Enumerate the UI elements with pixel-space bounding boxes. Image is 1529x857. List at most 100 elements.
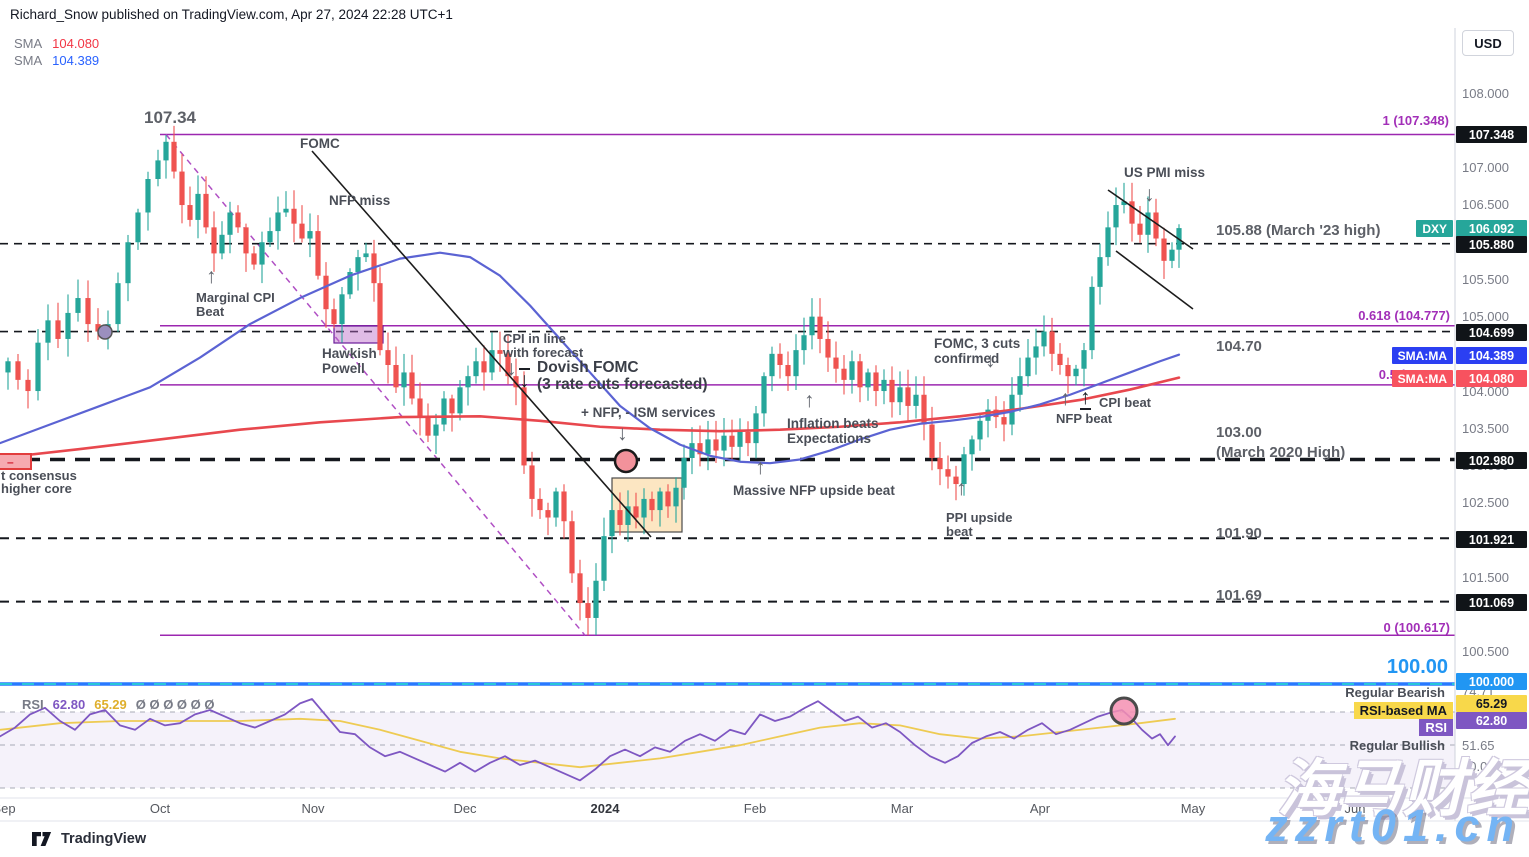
candle-body — [347, 272, 353, 295]
candle-body — [497, 350, 503, 354]
candle-body — [441, 398, 447, 425]
candle-body — [1065, 365, 1071, 377]
candle-body — [15, 361, 21, 380]
candle-body — [25, 379, 31, 392]
fib-diagonal — [165, 134, 586, 636]
candle-body — [817, 316, 823, 339]
sma-50-legend-row: SMA 104.389 — [14, 52, 99, 69]
candle-body — [713, 439, 719, 451]
left-price-marker-dash: – — [7, 454, 14, 469]
candle-body — [187, 205, 193, 220]
candle-body — [769, 353, 775, 377]
candle-body — [125, 242, 131, 284]
candle-body — [171, 141, 177, 172]
candle-body — [363, 253, 369, 258]
candle-body — [1121, 201, 1127, 206]
candle-body — [833, 357, 839, 369]
candle-body — [1081, 350, 1087, 369]
candle-body — [211, 227, 217, 254]
candle-body — [1097, 257, 1103, 287]
candle-body — [681, 458, 687, 488]
tradingview-brand[interactable]: TradingView — [32, 831, 146, 847]
left-annotation-clipped: t consensus higher core — [1, 468, 77, 496]
candle-body — [1041, 331, 1047, 347]
candle-body — [433, 424, 439, 436]
candle-body — [1033, 346, 1039, 358]
candle-body — [625, 506, 631, 525]
event-circle-marker — [97, 324, 113, 340]
candle-body — [825, 338, 831, 358]
currency-button[interactable]: USD — [1462, 30, 1514, 56]
candle-body — [545, 510, 551, 518]
candle-body — [179, 171, 185, 206]
rsi-ma-value: 65.29 — [94, 697, 127, 712]
candle-body — [881, 379, 887, 392]
candle-body — [275, 212, 281, 232]
candle-body — [705, 439, 711, 455]
candle-body — [953, 476, 959, 485]
publish-title: Richard_Snow published on TradingView.co… — [10, 7, 453, 22]
candle-body — [1089, 286, 1095, 351]
candle-body — [465, 376, 471, 388]
candle-body — [35, 342, 41, 392]
candle-body — [251, 253, 257, 265]
candle-body — [1129, 201, 1135, 224]
candle-body — [95, 324, 101, 332]
candle-body — [307, 231, 313, 239]
candle-body — [873, 372, 879, 392]
candle-body — [235, 212, 241, 228]
candle-body — [961, 454, 967, 485]
candle-body — [593, 580, 599, 618]
rsi-band — [0, 712, 1455, 788]
candle-body — [945, 469, 951, 477]
candle-body — [729, 435, 735, 447]
rsi-ma-line — [0, 717, 1176, 769]
candle-body — [569, 521, 575, 574]
candle-body — [657, 491, 663, 511]
candle-body — [227, 212, 233, 235]
candle-body — [641, 498, 647, 518]
trendline — [1107, 189, 1194, 250]
indicator-legend[interactable]: SMA 104.080 SMA 104.389 — [14, 35, 99, 69]
rsi-legend[interactable]: RSI 62.80 65.29 Ø Ø Ø Ø Ø Ø — [22, 697, 215, 712]
candle-body — [1057, 353, 1063, 365]
trendline — [311, 150, 652, 538]
candle-body — [331, 309, 337, 325]
candle-body — [849, 361, 855, 380]
candle-body — [745, 431, 751, 444]
candle-body — [761, 376, 767, 414]
candle-body — [737, 431, 743, 447]
candle-body — [489, 350, 495, 373]
candle-body — [809, 316, 815, 336]
candle-body — [601, 536, 607, 581]
sma-50-value: 104.389 — [52, 53, 100, 68]
tradingview-brand-text: TradingView — [61, 831, 147, 847]
candle-body — [115, 283, 121, 325]
candle-body — [219, 234, 225, 254]
candle-body — [897, 387, 903, 403]
candle-body — [377, 283, 383, 351]
candle-body — [291, 208, 297, 224]
candle-body — [425, 417, 431, 436]
event-circle-marker — [1109, 696, 1139, 726]
rsi-value: 62.80 — [52, 697, 86, 712]
candle-body — [55, 320, 61, 339]
candle-body — [801, 335, 807, 351]
candle-body — [921, 394, 927, 425]
candle-body — [585, 603, 591, 618]
candle-body — [1161, 238, 1167, 261]
candle-body — [865, 372, 871, 388]
candle-body — [1073, 368, 1079, 377]
candle-body — [721, 435, 727, 451]
candle-body — [163, 141, 169, 161]
candle-body — [1025, 357, 1031, 377]
candle-body — [521, 387, 527, 466]
candle-body — [145, 179, 151, 213]
left-price-marker: – — [0, 453, 32, 470]
tradingview-logo-icon — [32, 832, 52, 846]
sma-200-value: 104.080 — [52, 36, 100, 51]
candle-body — [449, 398, 455, 414]
candle-body — [385, 350, 391, 365]
